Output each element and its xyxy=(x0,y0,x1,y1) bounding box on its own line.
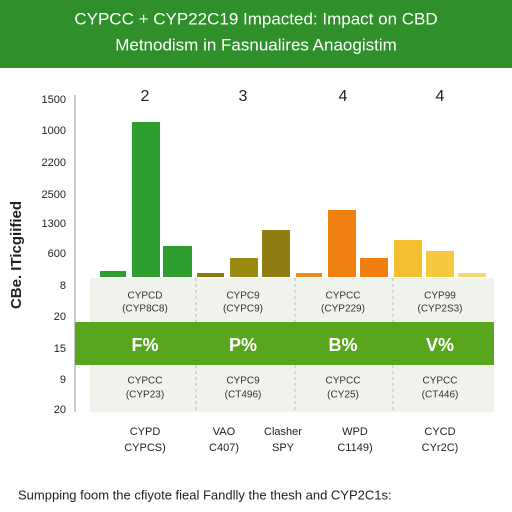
bar xyxy=(360,258,388,277)
x-label: C407) xyxy=(209,442,239,454)
lower-label: CYPC9 xyxy=(226,376,260,387)
x-label: CYCD xyxy=(424,426,455,438)
upper-label: CYP99 xyxy=(424,291,456,302)
y-label: 2500 xyxy=(42,189,66,201)
group-top-label: 4 xyxy=(339,88,348,105)
y-label: 600 xyxy=(48,248,66,260)
bar xyxy=(458,273,486,277)
bar xyxy=(230,258,258,277)
band-label: V% xyxy=(426,335,454,355)
header-band xyxy=(0,0,512,68)
bar xyxy=(100,271,126,277)
y-label: 1500 xyxy=(42,94,66,106)
x-label: CYPCS) xyxy=(124,442,166,454)
bar xyxy=(197,273,224,277)
upper-label: CYPC9 xyxy=(226,291,260,302)
group-top-label: 2 xyxy=(141,88,150,105)
upper-label: (CYPC9) xyxy=(223,304,263,315)
lower-label: CYPCC xyxy=(422,376,457,387)
x-label: Clasher xyxy=(264,426,302,438)
bar xyxy=(132,122,160,277)
bar xyxy=(328,210,356,277)
band-label: F% xyxy=(132,335,159,355)
title-line: Metnodism in Fasnualires Anaogistim xyxy=(115,35,397,54)
lower-label: (CY25) xyxy=(327,390,359,401)
x-label: C1149) xyxy=(337,442,372,454)
bar xyxy=(394,240,422,277)
bar xyxy=(426,251,454,277)
y-label: 20 xyxy=(54,311,66,323)
lower-label: CYPCC xyxy=(325,376,360,387)
group-top-label: 4 xyxy=(436,88,445,105)
lower-label: (CYP23) xyxy=(126,390,164,401)
band-label: P% xyxy=(229,335,257,355)
upper-label: CYPCC xyxy=(325,291,360,302)
x-label: CYPD xyxy=(130,426,161,438)
y-axis-label: CBe. ITicgiified xyxy=(8,201,25,309)
band-label: B% xyxy=(328,335,357,355)
lower-label: (CT446) xyxy=(422,390,459,401)
y-label: 1300 xyxy=(42,218,66,230)
x-label: SPY xyxy=(272,442,295,454)
upper-panel xyxy=(90,278,494,322)
bar xyxy=(163,246,192,277)
lower-label: CYPCC xyxy=(127,376,162,387)
y-label: 9 xyxy=(60,374,66,386)
y-label: 8 xyxy=(60,280,66,292)
lower-panel xyxy=(90,365,494,412)
upper-label: (CYP229) xyxy=(321,304,365,315)
group-top-label: 3 xyxy=(239,88,248,105)
x-label: WPD xyxy=(342,426,368,438)
upper-label: CYPCD xyxy=(127,291,162,302)
x-label: VAO xyxy=(213,426,236,438)
upper-label: (CYP8C8) xyxy=(122,304,168,315)
bars xyxy=(100,122,486,277)
green-band xyxy=(75,322,494,365)
y-label: 15 xyxy=(54,343,66,355)
upper-label: (CYP2S3) xyxy=(417,304,462,315)
bar xyxy=(262,230,290,277)
footer: Sumpping foom the cfiyote fieal Fandlly … xyxy=(18,487,392,502)
dividers xyxy=(195,278,394,412)
x-label: CYr2C) xyxy=(422,442,459,454)
y-label: 2200 xyxy=(42,157,66,169)
y-label: 1000 xyxy=(42,125,66,137)
lower-label: (CT496) xyxy=(225,390,262,401)
bar xyxy=(296,273,322,277)
title-line: CYPCC + CYP22C19 Impacted: Impact on CBD xyxy=(74,9,437,28)
y-label: 20 xyxy=(54,404,66,416)
